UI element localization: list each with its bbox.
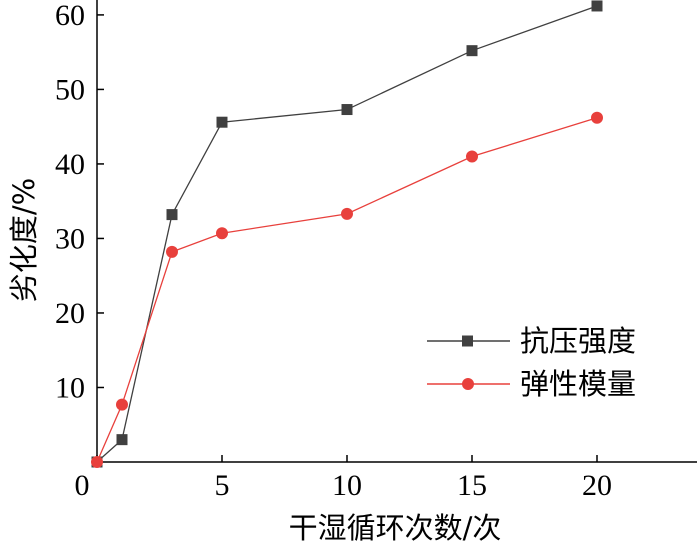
data-point [166, 245, 178, 258]
data-point [166, 209, 178, 221]
y-axis-label: 劣化度/% [7, 178, 41, 302]
x-tick-label: 5 [215, 469, 230, 502]
data-point [341, 104, 353, 116]
legend-item: 弹性模量 [427, 367, 636, 401]
data-point [216, 116, 228, 128]
data-point [91, 456, 103, 468]
chart-axes: 10 20 30 40 50 60 0 5 10 15 20 [55, 0, 697, 502]
data-point [116, 434, 128, 446]
legend-label: 弹性模量 [520, 367, 636, 401]
x-tick-label: 15 [457, 469, 487, 502]
x-axis-label: 干湿循环次数/次 [289, 511, 502, 545]
series-layer [91, 0, 603, 468]
y-tick-label: 20 [55, 297, 85, 330]
data-point [341, 207, 353, 220]
y-tick-label: 60 [55, 0, 85, 32]
data-point [591, 111, 603, 124]
data-point [591, 0, 603, 12]
series-1 [91, 0, 603, 468]
series-2 [91, 111, 603, 468]
x-tick-label: 10 [332, 469, 362, 502]
legend-item: 抗压强度 [427, 324, 636, 358]
data-point [216, 227, 228, 240]
origin-tick-label: 0 [75, 469, 90, 502]
data-point [116, 398, 128, 411]
series-line [96, 117, 598, 463]
legend-label: 抗压强度 [520, 324, 636, 358]
legend-marker [462, 378, 474, 390]
y-tick-label: 10 [55, 371, 85, 404]
y-tick-label: 50 [55, 73, 85, 106]
legend-marker [462, 335, 473, 347]
data-point [466, 45, 478, 57]
y-tick-label: 40 [55, 148, 85, 181]
x-tick-label: 20 [582, 469, 612, 502]
data-point [466, 150, 478, 163]
y-tick-label: 30 [55, 222, 85, 255]
